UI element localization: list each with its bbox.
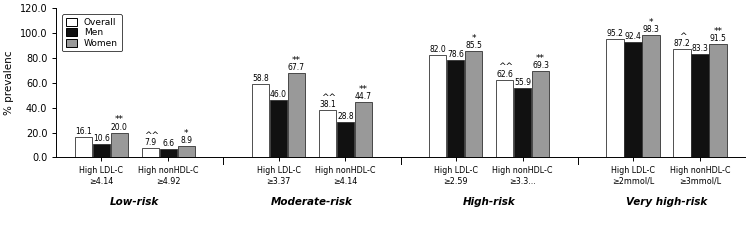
Bar	[160, 149, 177, 157]
Text: 83.3: 83.3	[691, 44, 709, 53]
Text: 62.6: 62.6	[497, 70, 513, 79]
Y-axis label: % prevalenc: % prevalenc	[4, 51, 14, 115]
Text: ^^: ^^	[498, 62, 513, 71]
Text: **: **	[713, 26, 722, 36]
Bar	[447, 60, 464, 157]
Text: 38.1: 38.1	[319, 100, 336, 109]
Bar	[624, 42, 642, 157]
Text: **: **	[292, 56, 301, 65]
Bar	[532, 71, 549, 157]
Text: 85.5: 85.5	[465, 41, 482, 50]
Bar	[75, 137, 92, 157]
Bar	[642, 35, 660, 157]
Bar	[142, 148, 159, 157]
Bar	[355, 102, 372, 157]
Bar	[252, 84, 269, 157]
Bar	[288, 73, 305, 157]
Text: 67.7: 67.7	[288, 63, 305, 72]
Text: 92.4: 92.4	[625, 33, 641, 41]
Bar	[465, 51, 482, 157]
Text: 69.3: 69.3	[532, 61, 549, 70]
Bar	[496, 80, 514, 157]
Bar	[514, 88, 531, 157]
Text: *: *	[649, 18, 653, 27]
Bar	[178, 146, 195, 157]
Text: 95.2: 95.2	[607, 29, 623, 38]
Text: **: **	[115, 115, 124, 124]
Text: 28.8: 28.8	[337, 112, 354, 121]
Text: High-risk: High-risk	[463, 197, 515, 207]
Text: 10.6: 10.6	[93, 134, 110, 143]
Bar	[337, 122, 354, 157]
Text: **: **	[536, 54, 545, 63]
Text: 87.2: 87.2	[673, 39, 691, 48]
Bar	[606, 39, 624, 157]
Bar	[709, 44, 727, 157]
Text: 98.3: 98.3	[643, 25, 659, 34]
Text: ^: ^	[679, 32, 687, 41]
Bar	[429, 55, 446, 157]
Text: 16.1: 16.1	[75, 127, 91, 136]
Bar	[270, 100, 287, 157]
Text: ^^: ^^	[144, 130, 159, 140]
Text: **: **	[359, 85, 368, 94]
Bar	[673, 49, 691, 157]
Text: Moderate-risk: Moderate-risk	[271, 197, 353, 207]
Text: Very high-risk: Very high-risk	[626, 197, 707, 207]
Text: 8.9: 8.9	[181, 136, 192, 145]
Text: 78.6: 78.6	[447, 50, 464, 59]
Bar	[111, 133, 128, 157]
Text: 44.7: 44.7	[355, 92, 372, 101]
Bar	[319, 110, 336, 157]
Text: 7.9: 7.9	[145, 138, 157, 147]
Text: 20.0: 20.0	[111, 123, 127, 132]
Text: 91.5: 91.5	[709, 34, 727, 43]
Bar	[691, 54, 709, 157]
Text: 82.0: 82.0	[429, 45, 446, 54]
Text: 55.9: 55.9	[515, 78, 531, 87]
Text: ^^: ^^	[321, 93, 336, 102]
Text: Low-risk: Low-risk	[110, 197, 160, 207]
Text: 58.8: 58.8	[252, 74, 269, 83]
Text: *: *	[184, 129, 189, 138]
Text: *: *	[471, 34, 476, 43]
Text: 46.0: 46.0	[270, 90, 287, 99]
Legend: Overall, Men, Women: Overall, Men, Women	[62, 14, 121, 51]
Bar	[93, 144, 110, 157]
Text: 6.6: 6.6	[163, 139, 175, 148]
